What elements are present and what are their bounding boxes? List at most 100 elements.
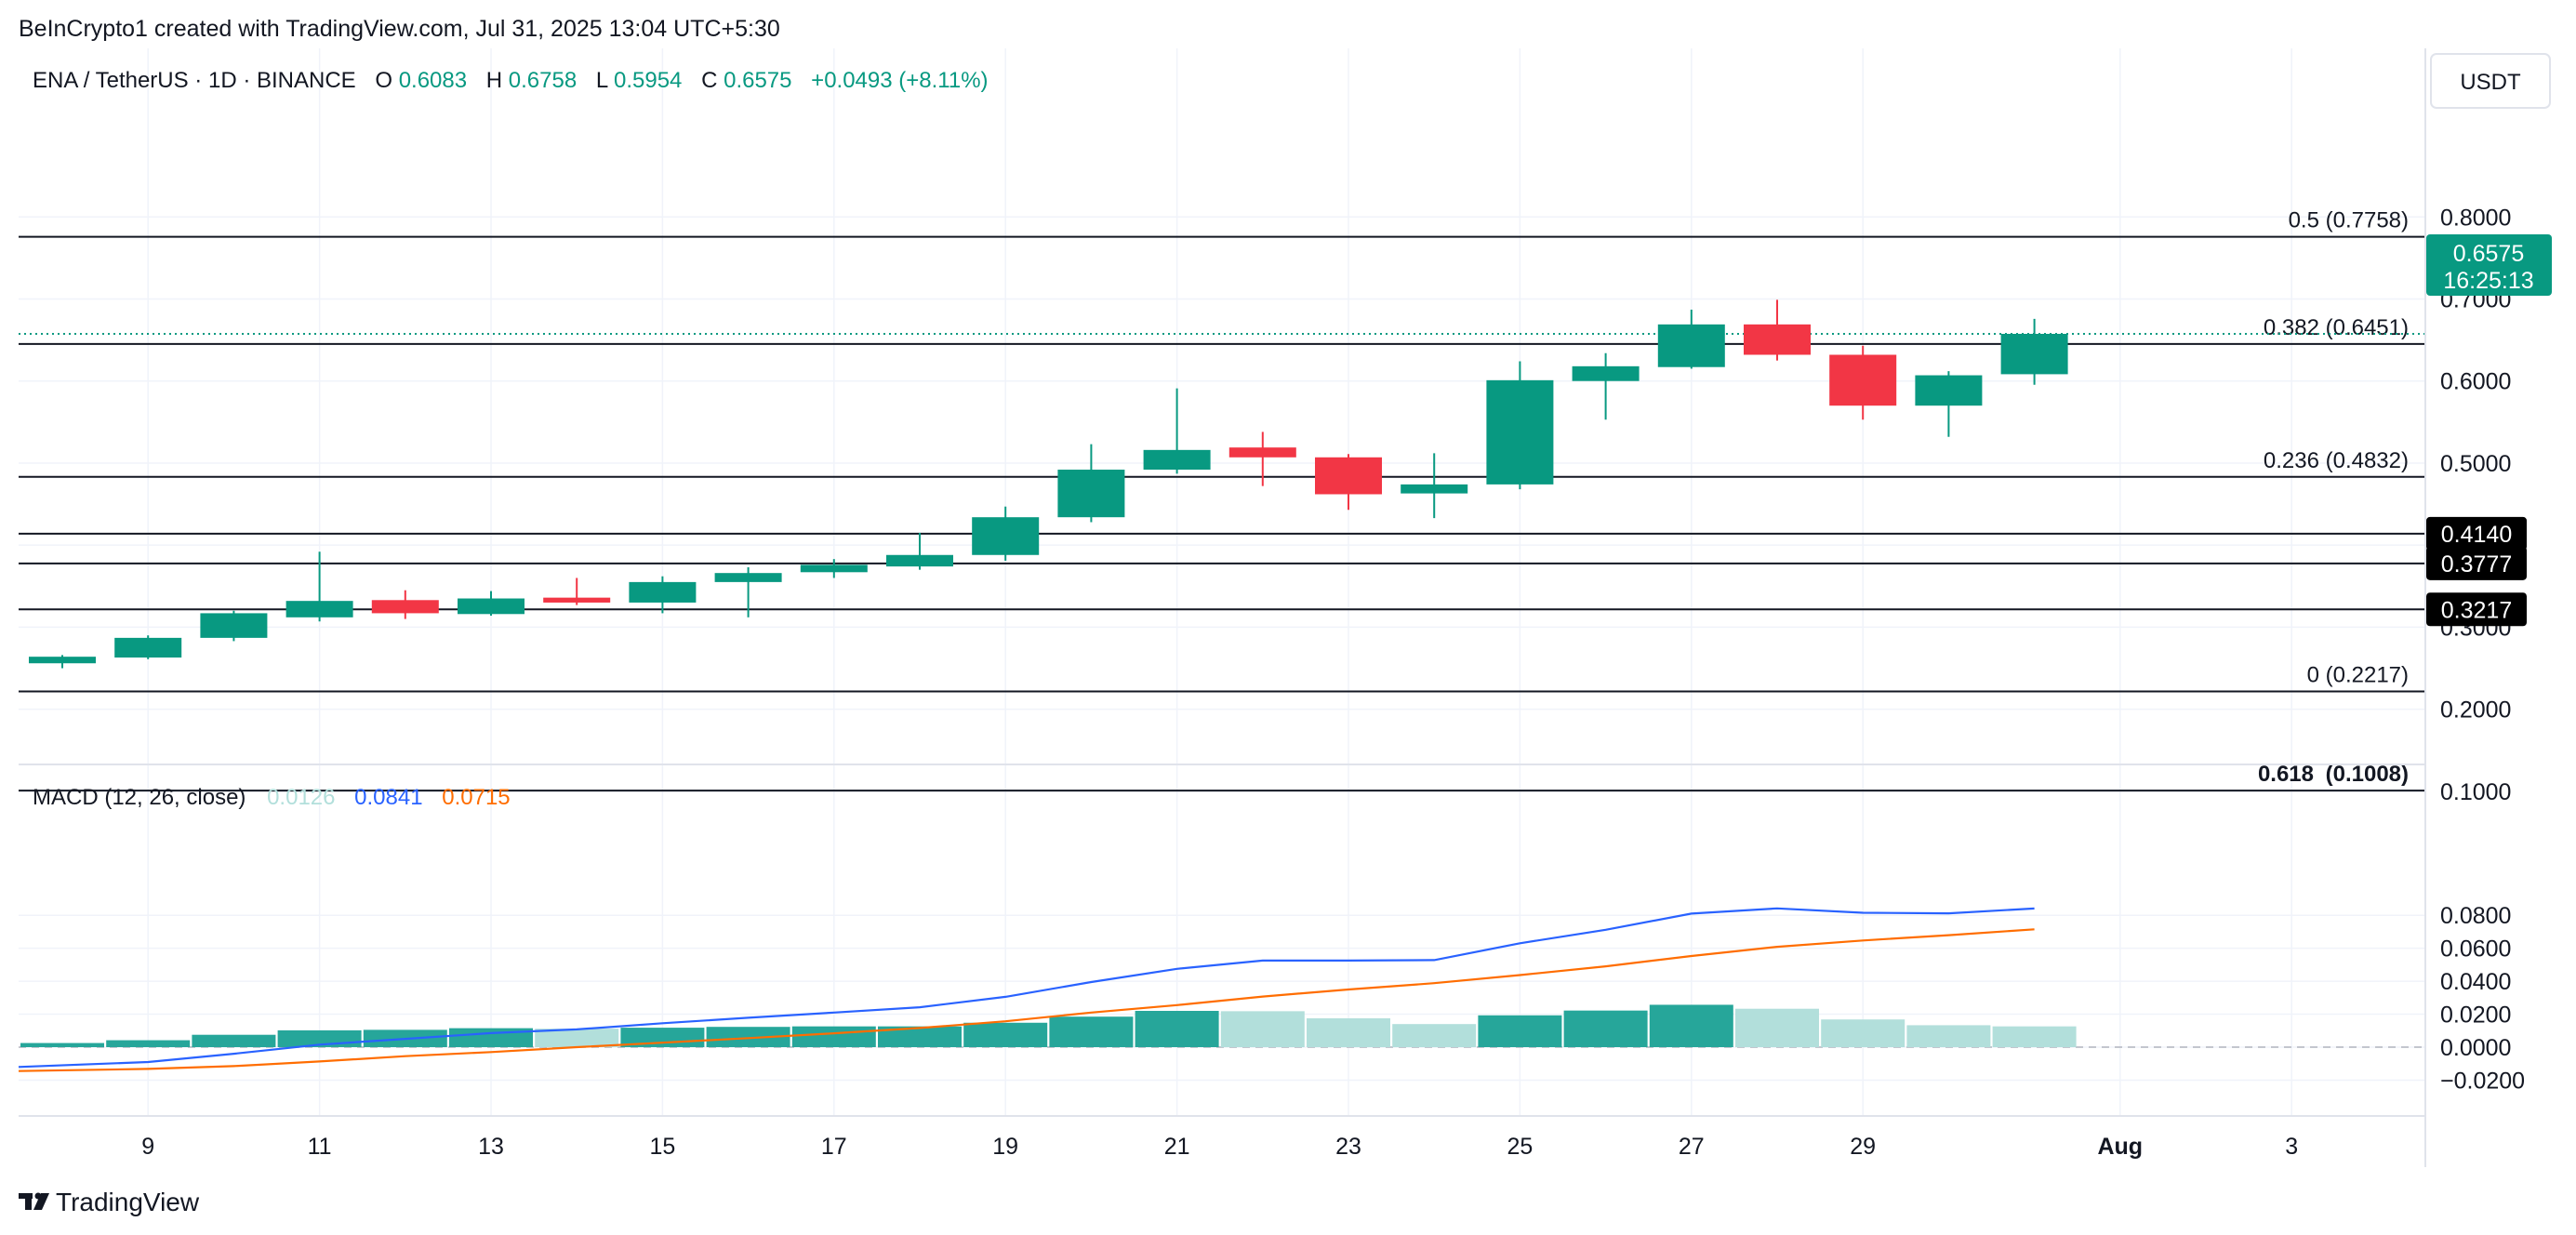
candle-body xyxy=(800,564,868,573)
candle-body xyxy=(1315,457,1382,495)
candle-up xyxy=(200,610,268,642)
time-axis-tick: Aug xyxy=(2097,1134,2143,1160)
candle-body xyxy=(1143,449,1211,471)
time-axis-tick: 25 xyxy=(1507,1134,1533,1160)
low-label: L xyxy=(596,68,608,93)
tradingview-logo-icon xyxy=(19,1192,49,1210)
candle-up xyxy=(800,559,868,578)
fib-label: 0 (0.2217) xyxy=(2307,662,2409,687)
histogram-bar xyxy=(1049,1016,1134,1047)
price-axis-tick: 0.6000 xyxy=(2440,369,2511,395)
histogram-bar xyxy=(1992,1026,2077,1047)
macd-axis-tick: 0.0200 xyxy=(2440,1003,2511,1029)
candle-body xyxy=(2000,333,2068,375)
time-axis-tick: 27 xyxy=(1679,1134,1705,1160)
open-value: 0.6083 xyxy=(399,68,467,93)
histogram-bar xyxy=(791,1026,876,1047)
candle-body xyxy=(1657,324,1725,367)
candle-up xyxy=(2000,318,2068,385)
candle-up xyxy=(886,532,953,570)
histogram-bar xyxy=(1821,1019,1905,1047)
time-axis-tick: 13 xyxy=(478,1134,504,1160)
price-axis-tick: 0.2000 xyxy=(2440,697,2511,724)
macd-axis-tick: 0.0600 xyxy=(2440,936,2511,963)
close-value: 0.6575 xyxy=(724,68,791,93)
candle-up xyxy=(458,591,524,617)
macd-line-value: 0.0841 xyxy=(354,785,422,810)
time-axis-tick: 23 xyxy=(1335,1134,1361,1160)
candle-down xyxy=(543,578,611,605)
symbol-legend[interactable]: ENA / TetherUS · 1D · BINANCE O 0.6083 H… xyxy=(33,68,989,93)
macd-histogram xyxy=(20,1004,2077,1047)
candle-up xyxy=(114,635,182,659)
histogram-bar xyxy=(192,1034,276,1047)
candle-down xyxy=(1829,345,1897,420)
histogram-bar xyxy=(1649,1004,1733,1047)
candle-body xyxy=(458,598,524,615)
signal-line xyxy=(18,928,2035,1072)
candle-body xyxy=(285,601,353,618)
grid xyxy=(19,48,2425,1116)
time-axis-tick: 21 xyxy=(1164,1134,1190,1160)
change-value: +0.0493 (+8.11%) xyxy=(811,68,988,93)
price-tag-label: 0.3217 xyxy=(2441,597,2512,623)
candle-up xyxy=(1486,361,1554,490)
histogram-bar xyxy=(1307,1017,1390,1047)
candle-body xyxy=(1744,324,1811,355)
candle-body xyxy=(972,517,1040,555)
histogram-bar xyxy=(963,1022,1048,1047)
candle-up xyxy=(1572,352,1640,420)
time-axis-tick: 3 xyxy=(2285,1134,2298,1160)
last-price-tag-countdown: 16:25:13 xyxy=(2443,268,2533,294)
price-tag-bg xyxy=(2426,516,2527,551)
last-price-tag: 0.6575 16:25:13 xyxy=(2426,234,2552,296)
price-tags: 0.4140 0.3777 0.3217 xyxy=(2426,516,2527,627)
candle-body xyxy=(1915,375,1983,406)
close-label: C xyxy=(701,68,717,93)
candle-body xyxy=(1486,379,1554,485)
currency-button[interactable]: USDT xyxy=(2430,53,2551,109)
candle-down xyxy=(371,590,439,619)
open-label: O xyxy=(375,68,392,93)
macd-legend[interactable]: MACD (12, 26, close) 0.0126 0.0841 0.071… xyxy=(33,785,511,810)
time-axis-tick: 11 xyxy=(308,1134,332,1160)
candle-body xyxy=(1057,470,1125,518)
tradingview-logo[interactable]: TradingView xyxy=(19,1188,200,1216)
fib-label: 0.236 (0.4832) xyxy=(2264,448,2409,473)
candle-down xyxy=(1228,432,1296,486)
high-label: H xyxy=(486,68,502,93)
histogram-bar xyxy=(1478,1015,1562,1047)
price-tag-label: 0.3777 xyxy=(2441,551,2512,578)
fib-label: 0.5 (0.7758) xyxy=(2289,208,2409,233)
last-price-tag-value: 0.6575 xyxy=(2453,241,2524,267)
low-value: 0.5954 xyxy=(614,68,682,93)
macd-axis-tick: 0.0400 xyxy=(2440,969,2511,995)
macd-line xyxy=(18,907,2035,1069)
candle-body xyxy=(543,597,611,603)
time-axis-tick: 19 xyxy=(992,1134,1018,1160)
last-price-tag-bg xyxy=(2426,234,2552,296)
histogram-bar xyxy=(1135,1011,1219,1047)
macd-axis-tick: 0.0000 xyxy=(2440,1035,2511,1061)
macd-axis-tick: 0.0800 xyxy=(2440,903,2511,929)
histogram-bar xyxy=(1392,1024,1477,1047)
macd-axis[interactable]: −0.0200 0.0000 0.0200 0.0400 0.0600 0.0800 xyxy=(2440,903,2525,1094)
candle-down xyxy=(1744,299,1811,361)
candle-body xyxy=(371,600,439,614)
time-axis[interactable]: 9 11 13 15 17 19 21 23 25 27 29 Aug 3 xyxy=(141,1134,2298,1160)
high-value: 0.6758 xyxy=(509,68,577,93)
candle-body xyxy=(29,657,96,664)
histogram-bar xyxy=(878,1026,962,1047)
candle-body xyxy=(629,581,697,603)
price-axis-tick: 0.8000 xyxy=(2440,205,2511,231)
histogram-bar xyxy=(1220,1011,1305,1047)
currency-label: USDT xyxy=(2460,70,2521,95)
histogram-bar xyxy=(535,1029,619,1047)
macd-axis-tick: −0.0200 xyxy=(2440,1068,2525,1094)
fib-label: (0.1008) xyxy=(2326,762,2409,787)
fib-label: 0.382 (0.6451) xyxy=(2264,315,2409,340)
credit-line: BeInCrypto1 created with TradingView.com… xyxy=(19,16,780,42)
time-axis-tick: 15 xyxy=(649,1134,675,1160)
candle-up xyxy=(1143,388,1211,474)
